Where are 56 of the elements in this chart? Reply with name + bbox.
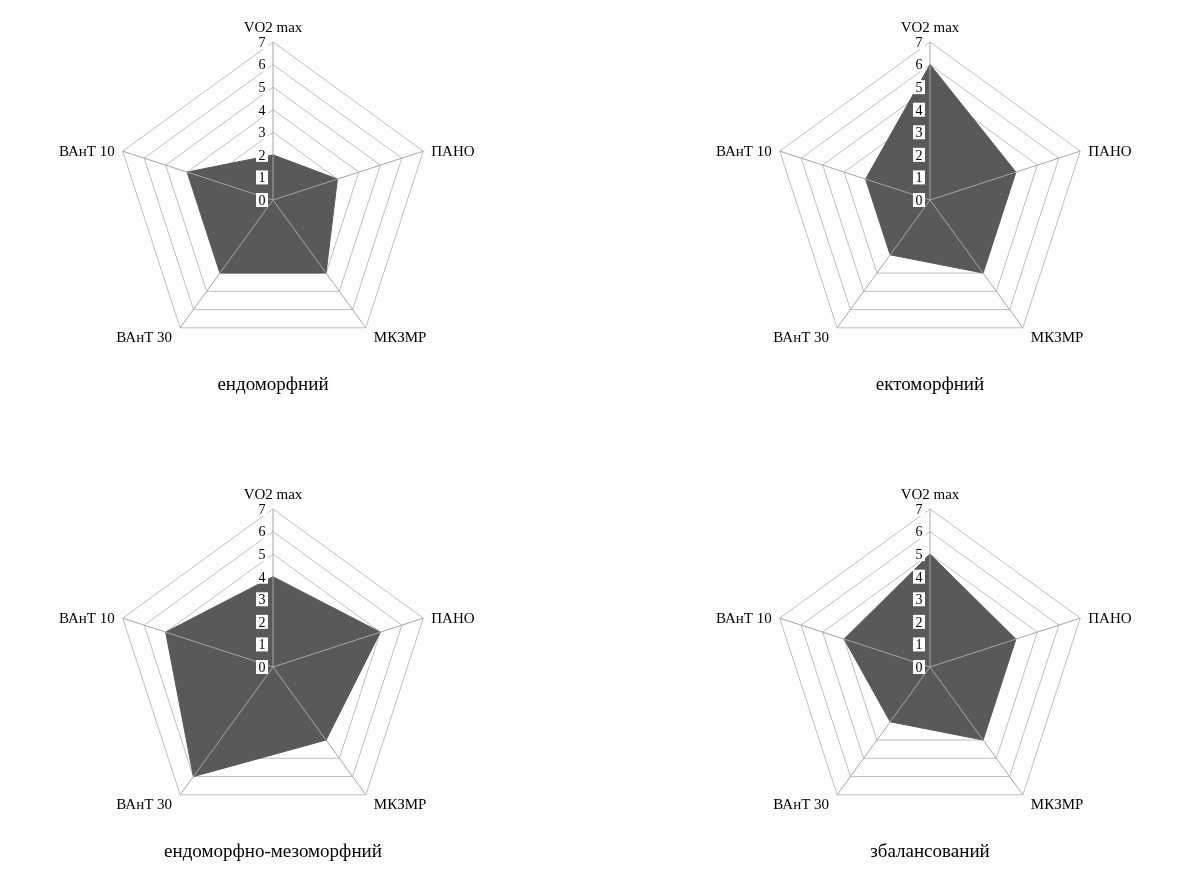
spoke-label: ВАнТ 10 xyxy=(715,610,772,627)
y-tick-label: 2 xyxy=(258,147,266,163)
spoke-label: ПАНО xyxy=(431,143,475,160)
text: ендоморфний xyxy=(217,373,329,394)
spoke-label: VO2 max xyxy=(900,486,960,502)
y-tick-label: 0 xyxy=(915,659,923,675)
spoke-label: МКЗМР xyxy=(373,328,427,345)
spoke-label: МКЗМР xyxy=(1030,795,1084,812)
y-tick-label: 0 xyxy=(258,659,266,675)
text: збалансований xyxy=(870,840,990,861)
spoke-label: VO2 max xyxy=(243,486,303,502)
y-tick-label: 4 xyxy=(915,569,923,585)
spoke-label: ВАнТ 30 xyxy=(116,795,173,812)
y-tick-label: 0 xyxy=(915,192,923,208)
y-tick-label: 2 xyxy=(915,147,923,163)
spoke-label: ВАнТ 10 xyxy=(58,143,115,160)
spoke-label: VO2 max xyxy=(900,19,960,35)
spoke-label: ВАнТ 30 xyxy=(773,328,830,345)
y-tick-label: 6 xyxy=(915,524,923,540)
y-tick-label: 1 xyxy=(915,637,923,653)
y-tick-label: 5 xyxy=(258,547,266,563)
spoke-label: ПАНО xyxy=(431,610,475,627)
spoke-label: ВАнТ 30 xyxy=(773,795,830,812)
spoke-label: ВАнТ 10 xyxy=(58,610,115,627)
y-tick-label: 0 xyxy=(258,192,266,208)
spoke-label: МКЗМР xyxy=(1030,328,1084,345)
y-tick-label: 5 xyxy=(915,80,923,96)
y-tick-label: 6 xyxy=(258,57,266,73)
y-tick-label: 6 xyxy=(258,524,266,540)
spoke-label: ВАнТ 30 xyxy=(116,328,173,345)
text: ектоморфний xyxy=(875,373,985,394)
spoke-label: ПАНО xyxy=(1088,610,1132,627)
y-tick-label: 7 xyxy=(258,501,266,517)
y-tick-label: 7 xyxy=(915,34,923,50)
y-tick-label: 5 xyxy=(915,547,923,563)
y-tick-label: 3 xyxy=(915,125,923,141)
y-tick-label: 1 xyxy=(915,170,923,186)
y-tick-label: 4 xyxy=(915,102,923,118)
y-tick-label: 3 xyxy=(258,592,266,608)
y-tick-label: 2 xyxy=(258,614,266,630)
y-tick-label: 4 xyxy=(258,102,266,118)
y-tick-label: 7 xyxy=(258,34,266,50)
y-tick-label: 2 xyxy=(915,614,923,630)
spoke-label: VO2 max xyxy=(243,19,303,35)
y-tick-label: 3 xyxy=(915,592,923,608)
y-tick-label: 1 xyxy=(258,170,266,186)
spoke-label: ВАнТ 10 xyxy=(715,143,772,160)
spoke-label: МКЗМР xyxy=(373,795,427,812)
text: ендоморфно-мезоморфний xyxy=(164,840,382,861)
y-tick-label: 5 xyxy=(258,80,266,96)
y-tick-label: 4 xyxy=(258,569,266,585)
y-tick-label: 1 xyxy=(258,637,266,653)
y-tick-label: 7 xyxy=(915,501,923,517)
y-tick-label: 3 xyxy=(258,125,266,141)
spoke-label: ПАНО xyxy=(1088,143,1132,160)
y-tick-label: 6 xyxy=(915,57,923,73)
